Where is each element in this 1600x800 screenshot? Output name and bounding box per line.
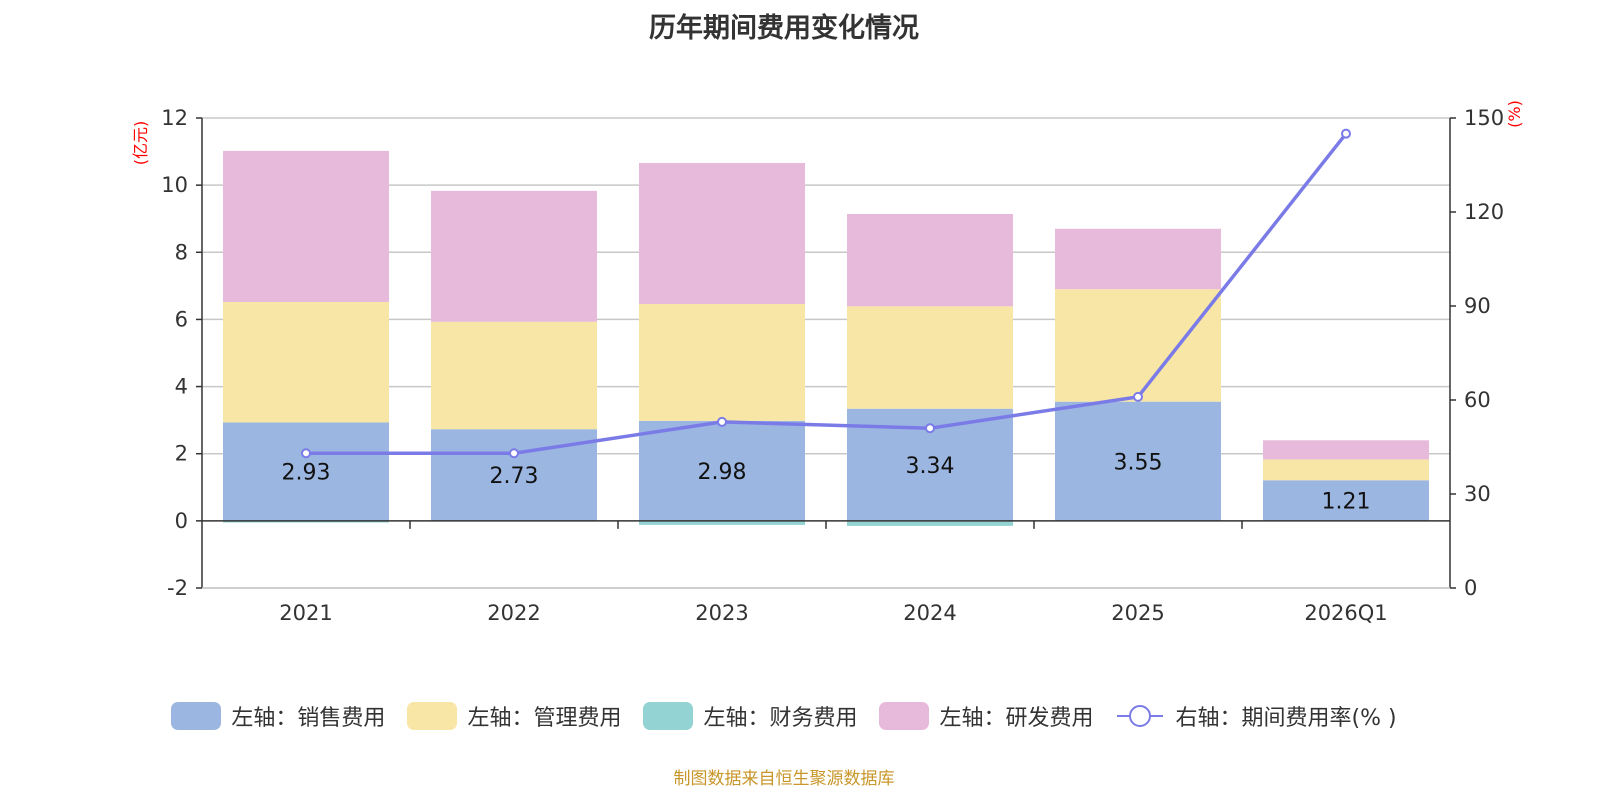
legend-label: 右轴：期间费用率(% )	[1175, 706, 1397, 731]
legend-swatch	[879, 702, 930, 730]
legend-item[interactable]: 左轴：财务费用	[643, 700, 857, 732]
legend-label: 左轴：财务费用	[703, 706, 858, 731]
data-label: 2.73	[490, 464, 539, 489]
left-axis-unit: (亿元)	[131, 121, 150, 166]
bar-segment	[847, 520, 1013, 526]
left-axis-tick-label: 2	[175, 442, 188, 466]
category-label: 2021	[279, 601, 332, 625]
rate-point	[1341, 128, 1351, 139]
bar-segment	[639, 520, 805, 525]
category-label: 2024	[903, 601, 956, 625]
left-axis-tick-label: 4	[175, 375, 188, 399]
legend-swatch	[171, 702, 222, 730]
bar-segment	[431, 321, 597, 430]
category-label: 2023	[695, 601, 748, 625]
data-label: 2.98	[698, 460, 747, 485]
data-label: 1.21	[1322, 490, 1371, 515]
bar-segment	[223, 301, 389, 423]
bar-segment	[223, 520, 389, 523]
bar-segment	[639, 303, 805, 421]
bar-segment	[847, 214, 1013, 307]
left-axis-tick-label: 12	[161, 106, 188, 130]
legend-swatch	[643, 702, 694, 730]
right-axis-tick-label: 90	[1464, 294, 1491, 318]
right-axis-tick-label: 150	[1464, 106, 1504, 130]
data-label: 2.93	[282, 461, 331, 486]
bar-segment	[1263, 459, 1429, 481]
legend-label: 左轴：管理费用	[467, 706, 622, 731]
legend-line-marker-icon	[1117, 705, 1164, 727]
legend-circle	[1129, 705, 1152, 727]
right-axis-unit: (%)	[1505, 100, 1524, 128]
bar-segment	[1055, 228, 1221, 290]
legend-label: 左轴：销售费用	[231, 706, 386, 731]
legend-label: 左轴：研发费用	[939, 706, 1094, 731]
left-axis-tick-label: 10	[161, 173, 188, 197]
left-axis-tick-label: 0	[175, 509, 188, 533]
left-axis-tick-label: 8	[175, 240, 188, 264]
rate-line	[306, 132, 1348, 456]
bar-segment	[847, 306, 1013, 409]
data-label: 3.55	[1114, 450, 1163, 475]
rate-point	[509, 448, 519, 459]
bar-segment	[639, 420, 805, 521]
bar-segment	[431, 190, 597, 322]
right-axis-tick-label: 0	[1464, 576, 1477, 600]
bar-segment	[1055, 289, 1221, 402]
legend-item[interactable]: 左轴：研发费用	[879, 700, 1093, 732]
chart-title: 历年期间费用变化情况	[649, 13, 919, 44]
rate-point	[1133, 391, 1143, 402]
data-label: 3.34	[906, 454, 955, 479]
bar-segment	[1055, 401, 1221, 521]
chart-legend: 左轴：销售费用 左轴：管理费用 左轴：财务费用 左轴：研发费用 右轴：期间费用率(% )	[0, 700, 1568, 732]
bar-segment	[639, 162, 805, 304]
legend-item[interactable]: 左轴：管理费用	[407, 700, 621, 732]
right-axis-tick-label: 120	[1464, 200, 1504, 224]
bar-segment	[223, 150, 389, 302]
legend-item[interactable]: 右轴：期间费用率(% )	[1115, 700, 1397, 732]
bar-segment	[1263, 440, 1429, 460]
legend-item[interactable]: 左轴：销售费用	[171, 700, 385, 732]
source-note: 制图数据来自恒生聚源数据库	[673, 769, 895, 789]
bar-segment	[1263, 480, 1429, 521]
right-axis-tick-label: 60	[1464, 388, 1491, 412]
legend-swatch	[407, 702, 458, 730]
rate-point	[717, 416, 727, 427]
left-axis-tick-label: 6	[175, 307, 188, 331]
category-label: 2025	[1111, 601, 1164, 625]
left-axis-tick-label: -2	[167, 576, 188, 600]
rate-point	[301, 448, 311, 459]
bar-segment	[223, 422, 389, 521]
category-label: 2026Q1	[1304, 601, 1387, 625]
rate-point	[925, 423, 935, 434]
category-label: 2022	[487, 601, 540, 625]
right-axis-tick-label: 30	[1464, 482, 1491, 506]
